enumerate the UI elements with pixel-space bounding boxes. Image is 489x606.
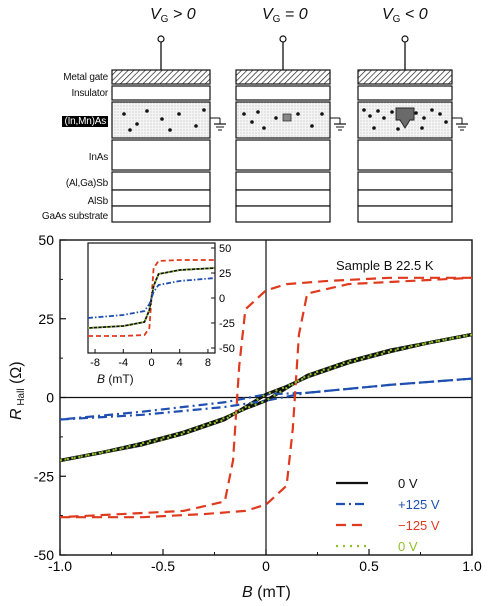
x-tick-label: 1.0	[462, 558, 482, 574]
magnetic-ion-dot	[362, 108, 366, 112]
magnetic-ion-dot	[382, 116, 386, 120]
magnetic-ion-dot	[242, 112, 246, 116]
gate-relation: = 0	[280, 6, 308, 23]
gate-v-symbol: V	[262, 6, 273, 23]
gate-terminal-icon	[279, 35, 287, 43]
series-line-4-sweep-up	[59, 333, 473, 462]
gate-title-positive: VG > 0	[150, 6, 196, 25]
gate-terminal-icon	[401, 35, 409, 43]
magnetic-ion-dot	[444, 120, 448, 124]
series-line-2-sweep-down	[59, 377, 473, 421]
layer-label-metal-gate: Metal gate	[63, 72, 108, 83]
gate-title-zero: VG = 0	[262, 6, 308, 25]
x-tick-label: -1.0	[48, 558, 72, 574]
magnetization-arrow-icon	[395, 107, 415, 129]
gate-v-subscript: G	[272, 14, 281, 25]
magnetic-ion-dot	[390, 110, 394, 114]
legend-label-2: +125 V	[398, 497, 440, 512]
metal-gate-layer	[235, 69, 331, 85]
magnetic-ion-dot	[274, 116, 278, 120]
gate-v-subscript: G	[392, 14, 401, 25]
layer-label-algasb: (Al,Ga)Sb	[65, 178, 108, 189]
magnetic-ion-dot	[368, 114, 372, 118]
gaas-substrate-layer	[235, 205, 331, 223]
magnetic-ion-dot	[430, 108, 434, 112]
magnetic-ion-dot	[135, 122, 139, 126]
magnetic-ion-dot	[256, 110, 260, 114]
layer-label-insulator: Insulator	[71, 88, 108, 99]
magnetic-ion-dot	[177, 112, 181, 116]
magnetic-ion-dot	[414, 111, 418, 115]
inas-layer	[357, 139, 453, 171]
gate-relation: > 0	[168, 6, 196, 23]
gate-v-subscript: G	[160, 14, 169, 25]
legend-label-1: 0 V	[398, 476, 418, 491]
legend-label-4: 0 V	[398, 539, 418, 554]
magnetization-marker	[282, 113, 292, 122]
inmnas-highlight: (In,Mn)As	[62, 116, 108, 127]
series-line-3-sweep-up	[60, 276, 473, 519]
y-tick-label: -25	[34, 468, 54, 484]
gate-title-negative: VG < 0	[382, 6, 428, 25]
magnetic-ion-dot	[438, 112, 442, 116]
magnetic-ion-dot	[168, 128, 172, 132]
gate-v-symbol: V	[150, 6, 161, 23]
x-tick-label: 0.5	[359, 558, 379, 574]
legend-label-3: −125 V	[398, 518, 440, 533]
layer-label-alsb: AlSb	[87, 196, 109, 207]
gaas-substrate-layer	[357, 205, 453, 223]
y-tick-label: 50	[38, 232, 54, 248]
insulator-layer	[111, 85, 211, 101]
gate-relation: < 0	[400, 6, 428, 23]
magnetic-ion-dot	[122, 112, 126, 116]
magnetic-ion-dot	[250, 120, 254, 124]
x-tick-label: 0	[262, 558, 270, 574]
insulator-layer	[357, 85, 453, 101]
series-line-3-sweep-down	[59, 276, 472, 519]
gate-v-symbol: V	[382, 6, 393, 23]
magnetic-ion-dot	[372, 126, 376, 130]
layer-stack-1	[111, 35, 226, 223]
layer-stack-3	[357, 35, 468, 223]
gaas-substrate-layer	[111, 205, 211, 223]
magnetic-ion-dot	[396, 127, 400, 131]
layer-label-inmnas: (In,Mn)As	[4, 116, 108, 127]
y-tick-label: -50	[34, 547, 54, 563]
layer-stack-2	[235, 35, 346, 223]
magnetic-ion-dot	[160, 117, 164, 121]
layer-label-inas: InAs	[88, 152, 108, 163]
x-tick-label: -0.5	[151, 558, 175, 574]
magnetic-ion-dot	[376, 109, 380, 113]
layer-label-gaas: GaAs substrate	[41, 211, 108, 222]
insulator-layer	[235, 85, 331, 101]
layer-stacks-drawing	[111, 35, 468, 223]
x-axis-title: B (mT)	[242, 584, 291, 601]
magnetic-ion-dot	[422, 116, 426, 120]
metal-gate-layer	[111, 69, 211, 85]
y-tick-label: 0	[46, 390, 54, 406]
magnetic-ion-dot	[420, 126, 424, 130]
inas-layer	[235, 139, 331, 171]
magnetic-ion-dot	[262, 126, 266, 130]
inset-y-axis-title: R Hall (Ω)	[202, 276, 216, 323]
gate-terminal-icon	[157, 35, 165, 43]
magnetic-ion-dot	[128, 128, 132, 132]
inset-x-axis-title: B (mT)	[97, 372, 134, 386]
magnetic-ion-dot	[202, 108, 206, 112]
magnetic-ion-dot	[194, 124, 198, 128]
magnetic-ion-dot	[320, 112, 324, 116]
y-tick-label: 25	[38, 311, 54, 327]
magnetic-ion-dot	[145, 109, 149, 113]
series-line-4-sweep-down	[59, 333, 473, 462]
chart-annotation: Sample B 22.5 K	[336, 258, 434, 273]
magnetic-ion-dot	[310, 124, 314, 128]
inas-layer	[111, 139, 211, 171]
magnetic-ion-dot	[296, 112, 300, 116]
metal-gate-layer	[357, 69, 453, 85]
